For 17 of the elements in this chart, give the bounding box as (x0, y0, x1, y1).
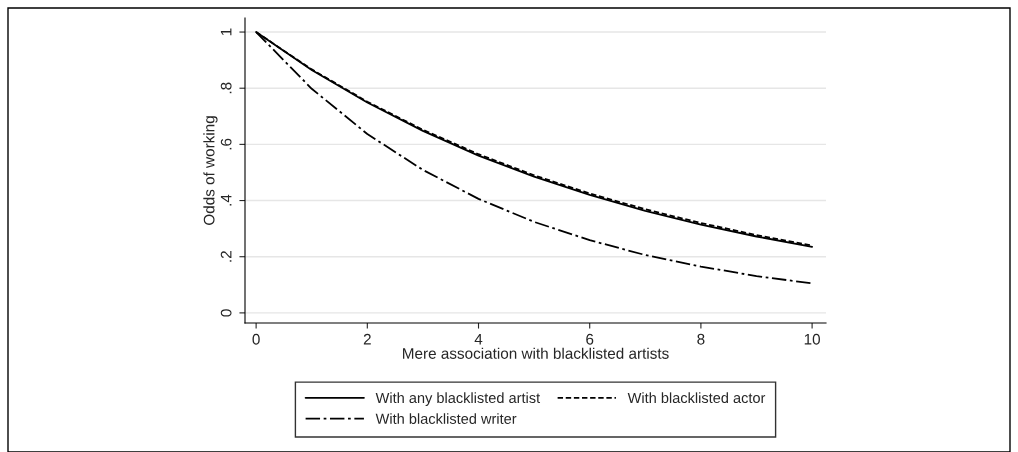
legend-label: With blacklisted actor (627, 392, 766, 404)
y-tick-label: 1 (220, 28, 232, 36)
legend-label: With any blacklisted artist (375, 392, 541, 406)
x-tick-label: 4 (474, 333, 483, 345)
x-tick-label: 6 (586, 333, 594, 345)
x-tick-label: 10 (804, 333, 820, 345)
y-axis-title: Odds of working (203, 116, 218, 225)
legend-label: With blacklisted writer (375, 413, 517, 424)
x-tick-label: 8 (697, 333, 705, 345)
x-axis-title: Mere association with blacklisted artists (403, 347, 669, 359)
y-tick-label: .2 (220, 251, 232, 262)
y-tick-label: .8 (220, 82, 232, 94)
x-tick-label: 0 (252, 333, 260, 345)
y-tick-label: .6 (220, 138, 232, 150)
x-tick-label: 2 (363, 333, 371, 345)
y-tick-label: .4 (220, 194, 232, 206)
y-tick-label: 0 (220, 309, 232, 317)
